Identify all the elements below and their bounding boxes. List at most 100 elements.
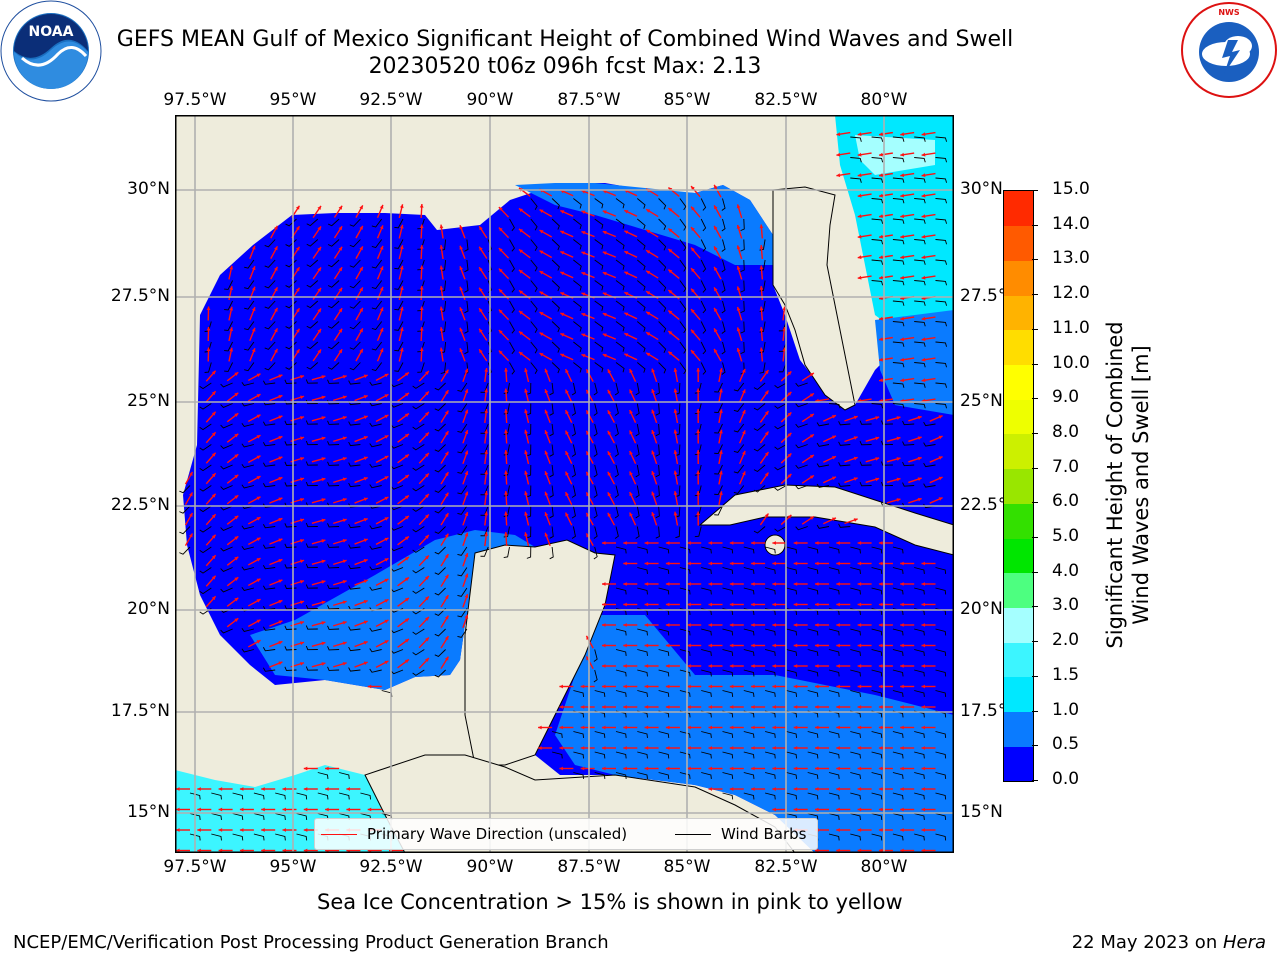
wave-arrow-head <box>419 224 424 229</box>
wind-barb <box>530 259 538 272</box>
footer-date: 22 May 2023 on <box>1071 932 1223 953</box>
wind-barb <box>753 464 766 473</box>
wave-arrow-head <box>793 766 798 771</box>
wind-barb <box>327 666 340 671</box>
wind-barb <box>892 280 905 286</box>
wind-barb <box>220 587 233 593</box>
wind-barb <box>551 731 563 738</box>
wave-arrow-head <box>921 214 926 219</box>
wave-arrow-head <box>261 828 265 832</box>
wave-arrow-head <box>665 766 670 771</box>
wave-arrow-head <box>282 848 287 853</box>
wave-arrow-head <box>836 602 840 607</box>
wave-arrow-head <box>479 246 483 251</box>
wave-arrow-head <box>879 132 883 137</box>
wind-barb <box>675 485 681 498</box>
wave-arrow-head <box>668 351 673 356</box>
wind-barb <box>199 587 212 595</box>
footer-machine: Hera <box>1222 932 1266 953</box>
wind-barb <box>914 341 926 347</box>
wind-barb <box>679 587 691 595</box>
wind-barb <box>871 239 884 245</box>
wave-arrow-head <box>518 351 523 356</box>
wave-arrow-head <box>346 787 350 791</box>
wind-barb <box>902 441 915 446</box>
wind-barb <box>935 587 947 595</box>
wave-arrow-head <box>815 684 819 689</box>
wind-barb <box>740 259 745 273</box>
wave-arrow-head <box>425 637 429 642</box>
wind-barb <box>390 649 404 654</box>
wave-arrow-head <box>602 582 606 586</box>
wind-barb <box>327 523 340 528</box>
wind-barb <box>635 526 640 539</box>
wind-barb <box>721 362 726 375</box>
wave-arrow-head <box>359 205 363 210</box>
wave-arrow-head <box>602 725 606 730</box>
wave-arrow-head <box>303 766 308 771</box>
wave-arrow-head <box>278 374 283 379</box>
wind-barb <box>593 464 598 478</box>
wind-barb <box>838 482 851 487</box>
wind-barb <box>838 421 851 426</box>
wave-arrow-head <box>751 787 755 791</box>
vector-field <box>176 131 947 853</box>
wind-barb <box>593 382 598 396</box>
wave-arrow-head <box>623 746 627 750</box>
wind-barb <box>658 300 667 312</box>
wave-arrow-head <box>668 249 673 253</box>
colorbar-tick-label: 4.0 <box>1052 560 1080 581</box>
wind-barb <box>935 751 947 759</box>
wind-barb <box>262 626 276 631</box>
wind-barb <box>349 239 361 248</box>
legend-item-barb: Wind Barbs <box>675 825 806 843</box>
wave-arrow-head <box>624 292 629 296</box>
wind-barb <box>317 772 329 779</box>
wind-barb <box>369 381 382 386</box>
wind-barb <box>594 772 606 779</box>
wind-barb <box>807 772 819 779</box>
wind-barb <box>530 321 538 333</box>
wind-barb <box>394 321 404 331</box>
wind-barb <box>871 751 883 759</box>
wave-arrow-head <box>586 533 590 538</box>
wind-barb <box>701 690 712 697</box>
colorbar-tick-mark <box>1032 606 1038 608</box>
lon-tick-top: 90°W <box>466 90 514 110</box>
wave-arrow-head <box>853 415 858 420</box>
wave-arrow-head <box>317 267 322 272</box>
wind-barb <box>675 423 681 436</box>
wave-arrow-head <box>624 210 629 214</box>
colorbar-tick-label: 1.5 <box>1052 664 1080 685</box>
wave-arrow-head <box>607 410 612 415</box>
wave-arrow-head <box>857 255 862 260</box>
wind-barb <box>743 772 755 779</box>
lat-tick-right: 30°N <box>960 179 1003 199</box>
wind-barb <box>306 321 319 329</box>
wave-arrow-head <box>900 193 905 198</box>
wind-barb <box>807 567 819 574</box>
colorbar-tick-mark <box>1032 675 1038 677</box>
wind-barb <box>764 567 776 574</box>
wind-barb <box>232 833 244 841</box>
wave-arrow-head <box>518 249 523 254</box>
wind-barb <box>700 300 707 314</box>
wave-arrow-head <box>464 614 469 619</box>
wind-barb <box>655 505 660 519</box>
wind-barb <box>679 259 687 272</box>
wind-barb <box>914 669 925 677</box>
wind-barb <box>285 280 297 288</box>
wave-arrow-head <box>665 684 670 689</box>
lat-tick-right: 20°N <box>960 599 1003 619</box>
wind-barb <box>241 443 255 448</box>
wave-arrow-head <box>665 541 670 545</box>
wave-arrow-head <box>404 598 409 602</box>
lat-tick-right: 15°N <box>960 802 1003 822</box>
wave-arrow-head <box>836 173 841 178</box>
wave-arrow-head <box>751 602 755 607</box>
wave-arrow-head <box>719 368 723 373</box>
wind-barb <box>701 751 712 759</box>
wind-barb <box>593 423 598 437</box>
title-line-2: 20230520 t06z 096h fcst Max: 2.13 <box>368 54 762 79</box>
wave-arrow-head <box>691 227 695 232</box>
